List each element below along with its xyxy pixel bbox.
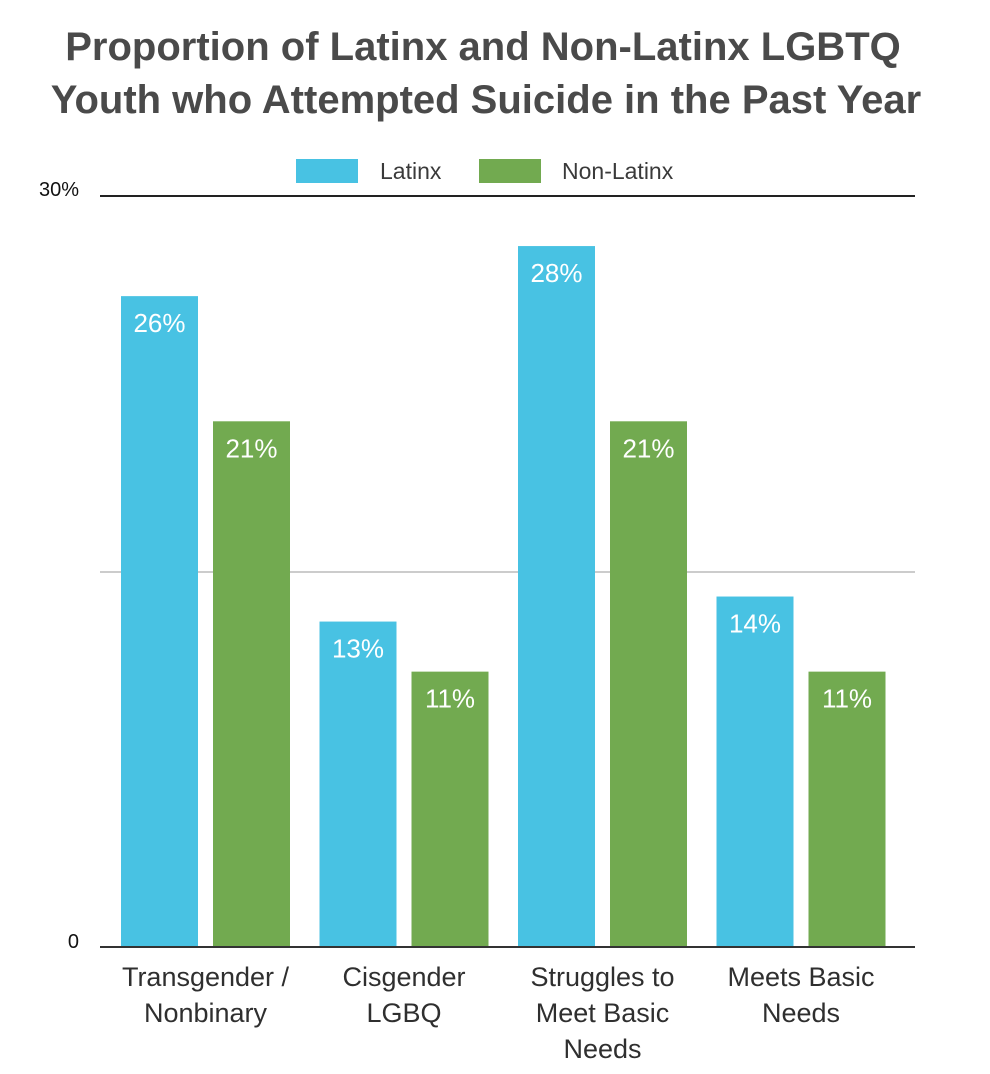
bar-latinx-3 <box>716 596 794 947</box>
data-label-latinx-1: 13% <box>332 634 384 664</box>
category-label-3-line-1: Needs <box>762 998 840 1028</box>
data-label-latinx-3: 14% <box>729 609 781 639</box>
bar-latinx-2 <box>518 246 595 948</box>
bar-non-latinx-0 <box>213 421 290 947</box>
bar-non-latinx-3 <box>808 671 886 947</box>
data-label-non-latinx-2: 21% <box>622 433 674 463</box>
data-label-non-latinx-1: 11% <box>425 684 475 714</box>
bar-non-latinx-2 <box>610 421 687 947</box>
chart-title-line-1: Proportion of Latinx and Non-Latinx LGBT… <box>65 25 901 69</box>
bars-layer <box>121 246 886 948</box>
category-label-0-line-1: Nonbinary <box>144 998 268 1028</box>
legend: Latinx Non-Latinx <box>296 158 674 184</box>
category-label-2-line-2: Needs <box>563 1034 641 1064</box>
category-labels-layer: Transgender / Nonbinary Cisgender LGBQ Strug… <box>122 962 875 1064</box>
bar-latinx-0 <box>121 296 198 948</box>
legend-swatch-latinx <box>296 159 358 183</box>
bar-latinx-1 <box>319 621 397 947</box>
category-label-2-line-1: Meet Basic <box>536 998 670 1028</box>
data-labels-layer: 26% 21% 13% 11% 28% 21% 14% 11% <box>133 258 872 714</box>
category-label-1-line-0: Cisgender <box>342 962 465 992</box>
chart-title-line-2: Youth who Attempted Suicide in the Past … <box>51 78 922 122</box>
category-label-1-line-1: LGBQ <box>366 998 441 1028</box>
category-label-3-line-0: Meets Basic <box>727 962 874 992</box>
legend-swatch-non-latinx <box>479 159 541 183</box>
data-label-non-latinx-3: 11% <box>822 684 872 714</box>
legend-label-non-latinx: Non-Latinx <box>562 158 674 184</box>
category-label-2-line-0: Struggles to <box>530 962 674 992</box>
y-tick-label-top: 30% <box>39 179 79 201</box>
data-label-non-latinx-0: 21% <box>225 433 277 463</box>
y-tick-label-zero: 0 <box>68 931 79 953</box>
category-label-0-line-0: Transgender / <box>122 962 290 992</box>
bar-non-latinx-1 <box>411 671 489 947</box>
data-label-latinx-0: 26% <box>133 308 185 338</box>
data-label-latinx-2: 28% <box>530 258 582 288</box>
legend-label-latinx: Latinx <box>380 158 442 184</box>
